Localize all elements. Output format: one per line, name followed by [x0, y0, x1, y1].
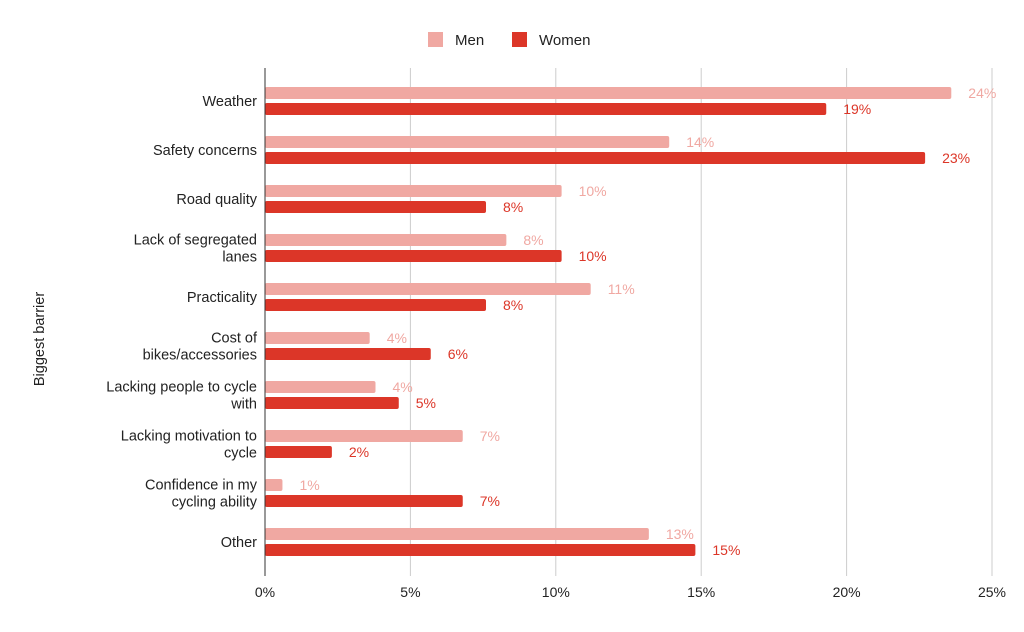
data-label-women: 19%: [843, 101, 871, 117]
bar-women: [265, 152, 926, 164]
y-axis-title: Biggest barrier: [32, 292, 48, 386]
category-label: Cost of: [211, 331, 258, 347]
data-label-women: 8%: [503, 199, 523, 215]
data-label-men: 8%: [523, 232, 543, 248]
bar-women: [265, 103, 827, 115]
bar-men: [265, 185, 562, 197]
legend-label-men: Men: [455, 32, 484, 49]
data-label-men: 4%: [393, 379, 413, 395]
data-label-women: 23%: [942, 150, 970, 166]
x-tick-labels: 0% 5% 10% 15% 20% 25%: [255, 584, 1006, 600]
category-label: cycle: [224, 446, 257, 462]
legend-swatch-men: [428, 32, 443, 47]
x-tick-label: 0%: [255, 584, 275, 600]
bar-men: [265, 528, 649, 540]
bar-men: [265, 87, 952, 99]
bar-men: [265, 136, 670, 148]
category-label: cycling ability: [172, 495, 258, 511]
category-label: Other: [221, 535, 257, 551]
bar-women: [265, 299, 487, 311]
bar-women: [265, 495, 463, 507]
data-label-women: 8%: [503, 297, 523, 313]
x-tick-label: 15%: [687, 584, 715, 600]
legend: Men Women: [428, 32, 590, 49]
category-labels: Weather Safety concerns Road quality Lack o…: [106, 94, 258, 551]
category-label: Safety concerns: [153, 143, 257, 159]
category-label: Lacking people to cycle: [106, 380, 257, 396]
data-label-men: 13%: [666, 526, 694, 542]
bar-men: [265, 381, 376, 393]
bar-men: [265, 332, 370, 344]
category-label: with: [230, 397, 257, 413]
data-labels: 24%19%14%23%10%8%8%10%11%8%4%6%4%5%7%2%1…: [299, 85, 996, 558]
data-label-women: 2%: [349, 444, 369, 460]
data-label-men: 11%: [608, 281, 635, 297]
category-label: Road quality: [176, 192, 257, 208]
bar-women: [265, 446, 332, 458]
data-label-women: 6%: [448, 346, 468, 362]
data-label-men: 24%: [968, 85, 996, 101]
legend-swatch-women: [512, 32, 527, 47]
bar-men: [265, 283, 591, 295]
x-tick-label: 10%: [542, 584, 570, 600]
data-label-men: 4%: [387, 330, 407, 346]
x-tick-label: 25%: [978, 584, 1006, 600]
data-label-women: 7%: [480, 493, 500, 509]
data-label-men: 7%: [480, 428, 500, 444]
bar-women: [265, 544, 696, 556]
data-label-women: 5%: [416, 395, 436, 411]
data-label-women: 15%: [712, 542, 740, 558]
x-tick-label: 5%: [400, 584, 420, 600]
category-label: Confidence in my: [145, 478, 258, 494]
legend-label-women: Women: [539, 32, 590, 49]
bar-women: [265, 250, 562, 262]
category-label: lanes: [222, 250, 257, 266]
data-label-women: 10%: [579, 248, 607, 264]
bars: [265, 87, 952, 556]
bar-women: [265, 348, 431, 360]
bar-men: [265, 234, 507, 246]
data-label-men: 10%: [579, 183, 607, 199]
category-label: Weather: [202, 94, 257, 110]
data-label-men: 14%: [686, 134, 714, 150]
bar-women: [265, 397, 399, 409]
bar-women: [265, 201, 487, 213]
bar-men: [265, 479, 283, 491]
bar-men: [265, 430, 463, 442]
category-label: Lack of segregated: [134, 233, 257, 249]
category-label: bikes/accessories: [143, 348, 257, 364]
category-label: Practicality: [187, 290, 258, 306]
x-tick-label: 20%: [833, 584, 861, 600]
category-label: Lacking motivation to: [121, 429, 257, 445]
data-label-men: 1%: [299, 477, 319, 493]
